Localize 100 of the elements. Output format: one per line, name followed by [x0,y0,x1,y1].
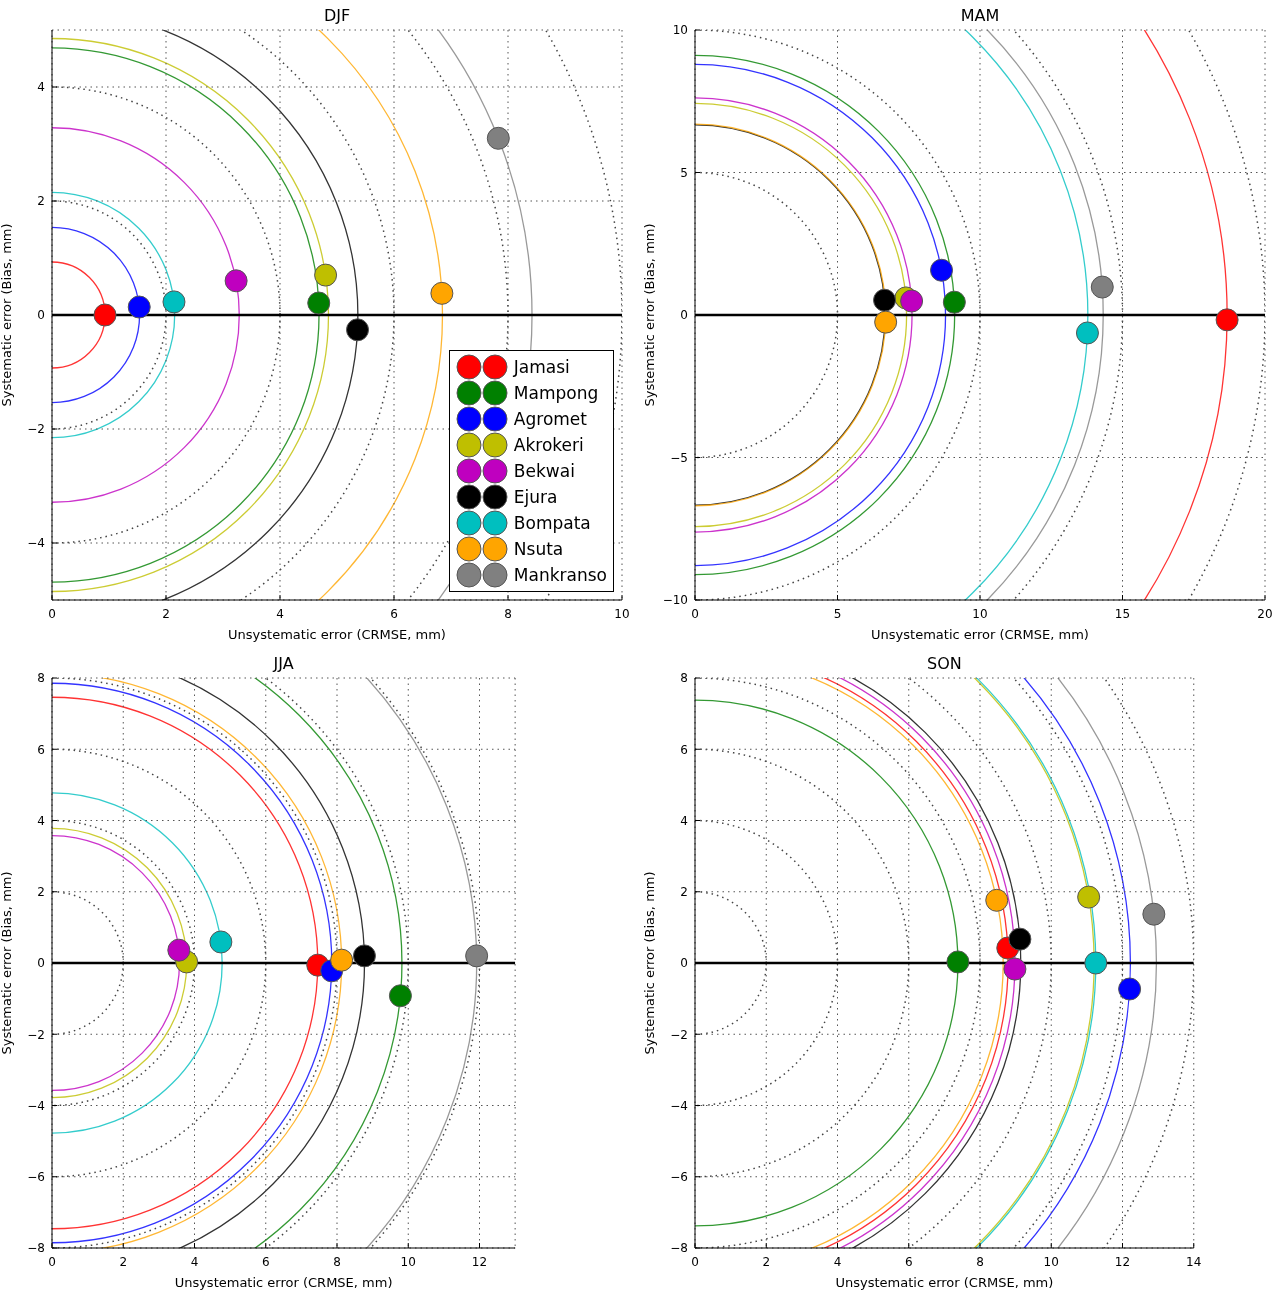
legend-label: Akrokeri [513,435,584,455]
y-tick-label: 4 [37,813,45,828]
y-tick-label: 0 [680,308,688,323]
point [1215,308,1239,332]
y-tick-label: −4 [27,536,45,551]
x-axis-title: Unsystematic error (CRMSE, mm) [228,627,446,642]
x-axis-title: Unsystematic error (CRMSE, mm) [871,627,1089,642]
y-tick-label: −6 [670,1170,688,1185]
x-tick-label: 2 [762,1254,771,1269]
y-tick-label: 0 [37,308,45,323]
x-tick-label: 12 [1114,1254,1131,1269]
y-axis-title: Systematic error (Bias, mm) [0,871,14,1055]
y-axis-title: Systematic error (Bias, mm) [641,223,657,407]
point [430,281,454,305]
y-tick-label: 4 [37,80,45,95]
x-tick-label: 10 [972,606,988,621]
chart-title: SON [926,654,963,673]
point [167,938,191,962]
x-tick-label: 0 [48,1254,56,1269]
point [946,950,970,974]
point [209,930,233,954]
x-axis-title: Unsystematic error (CRMSE, mm) [835,1275,1054,1290]
x-tick-label: 2 [162,606,170,621]
x-tick-label: 6 [904,1254,913,1269]
point [1118,977,1142,1001]
x-tick-label: 5 [833,606,842,621]
x-tick-label: 8 [976,1254,984,1269]
point [224,269,248,293]
point [930,258,954,282]
x-tick-label: 10 [1043,1254,1059,1269]
x-tick-label: 4 [276,606,284,621]
point [1090,275,1114,299]
point [1075,321,1099,345]
x-tick-label: 4 [190,1254,199,1269]
point [486,126,510,150]
chart-title: MAM [959,6,1001,25]
point [873,288,897,312]
y-tick-label: −2 [670,1027,688,1042]
point [1084,951,1108,975]
y-tick-label: 5 [680,165,688,180]
y-tick-label: 2 [37,885,45,900]
legend-label: Mankranso [513,565,607,585]
x-tick-label: 6 [390,606,398,621]
legend-label: Bekwai [513,461,575,481]
x-tick-label: 10 [614,606,630,621]
y-tick-label: −4 [27,1098,45,1113]
x-tick-label: 10 [400,1254,416,1269]
point [985,888,1009,912]
point [162,290,186,314]
point [1142,902,1166,926]
y-tick-label: 6 [37,742,45,757]
x-axis-title: Unsystematic error (CRMSE, mm) [174,1275,393,1290]
legend-label: Agromet [513,409,587,429]
x-tick-label: 6 [261,1254,270,1269]
chart-title: DJF [322,6,352,25]
point [314,263,338,287]
x-tick-label: 8 [504,606,512,621]
legend-label: Nsuta [513,539,564,559]
point [307,291,331,315]
x-tick-label: 4 [833,1254,842,1269]
y-tick-label: 10 [672,23,688,38]
point [1077,885,1101,909]
point [388,984,412,1008]
x-tick-label: 12 [471,1254,488,1269]
point [1003,957,1027,981]
point [127,295,151,319]
point [330,948,354,972]
point [942,290,966,314]
x-tick-label: 0 [691,606,699,621]
y-tick-label: −4 [670,1098,688,1113]
y-tick-label: −8 [27,1241,45,1256]
x-tick-label: 0 [48,606,56,621]
y-tick-label: −5 [670,450,688,465]
x-tick-label: 2 [119,1254,128,1269]
y-tick-label: −10 [662,593,688,608]
x-tick-label: 8 [333,1254,341,1269]
point [93,303,117,327]
x-tick-label: 0 [691,1254,699,1269]
point [465,944,489,968]
x-tick-label: 14 [1186,1254,1202,1269]
y-tick-label: −2 [27,422,45,437]
y-tick-label: 0 [37,956,45,971]
y-tick-label: 8 [37,671,45,686]
legend-label: Jamasi [513,357,570,377]
point [874,310,898,334]
y-tick-label: −2 [27,1027,45,1042]
y-axis-title: Systematic error (Bias, mm) [641,871,657,1055]
y-tick-label: 4 [680,813,688,828]
chart-title: JJA [271,654,295,673]
y-tick-label: 6 [680,742,688,757]
point [1008,927,1032,951]
y-tick-label: 8 [680,671,688,686]
legend-label: Ejura [513,487,558,507]
point [352,944,376,968]
legend-label: Mampong [513,383,599,403]
point [346,318,370,342]
y-tick-label: 2 [37,194,45,209]
legend-label: Bompata [513,513,591,533]
point [900,289,924,313]
y-tick-label: −6 [27,1170,45,1185]
